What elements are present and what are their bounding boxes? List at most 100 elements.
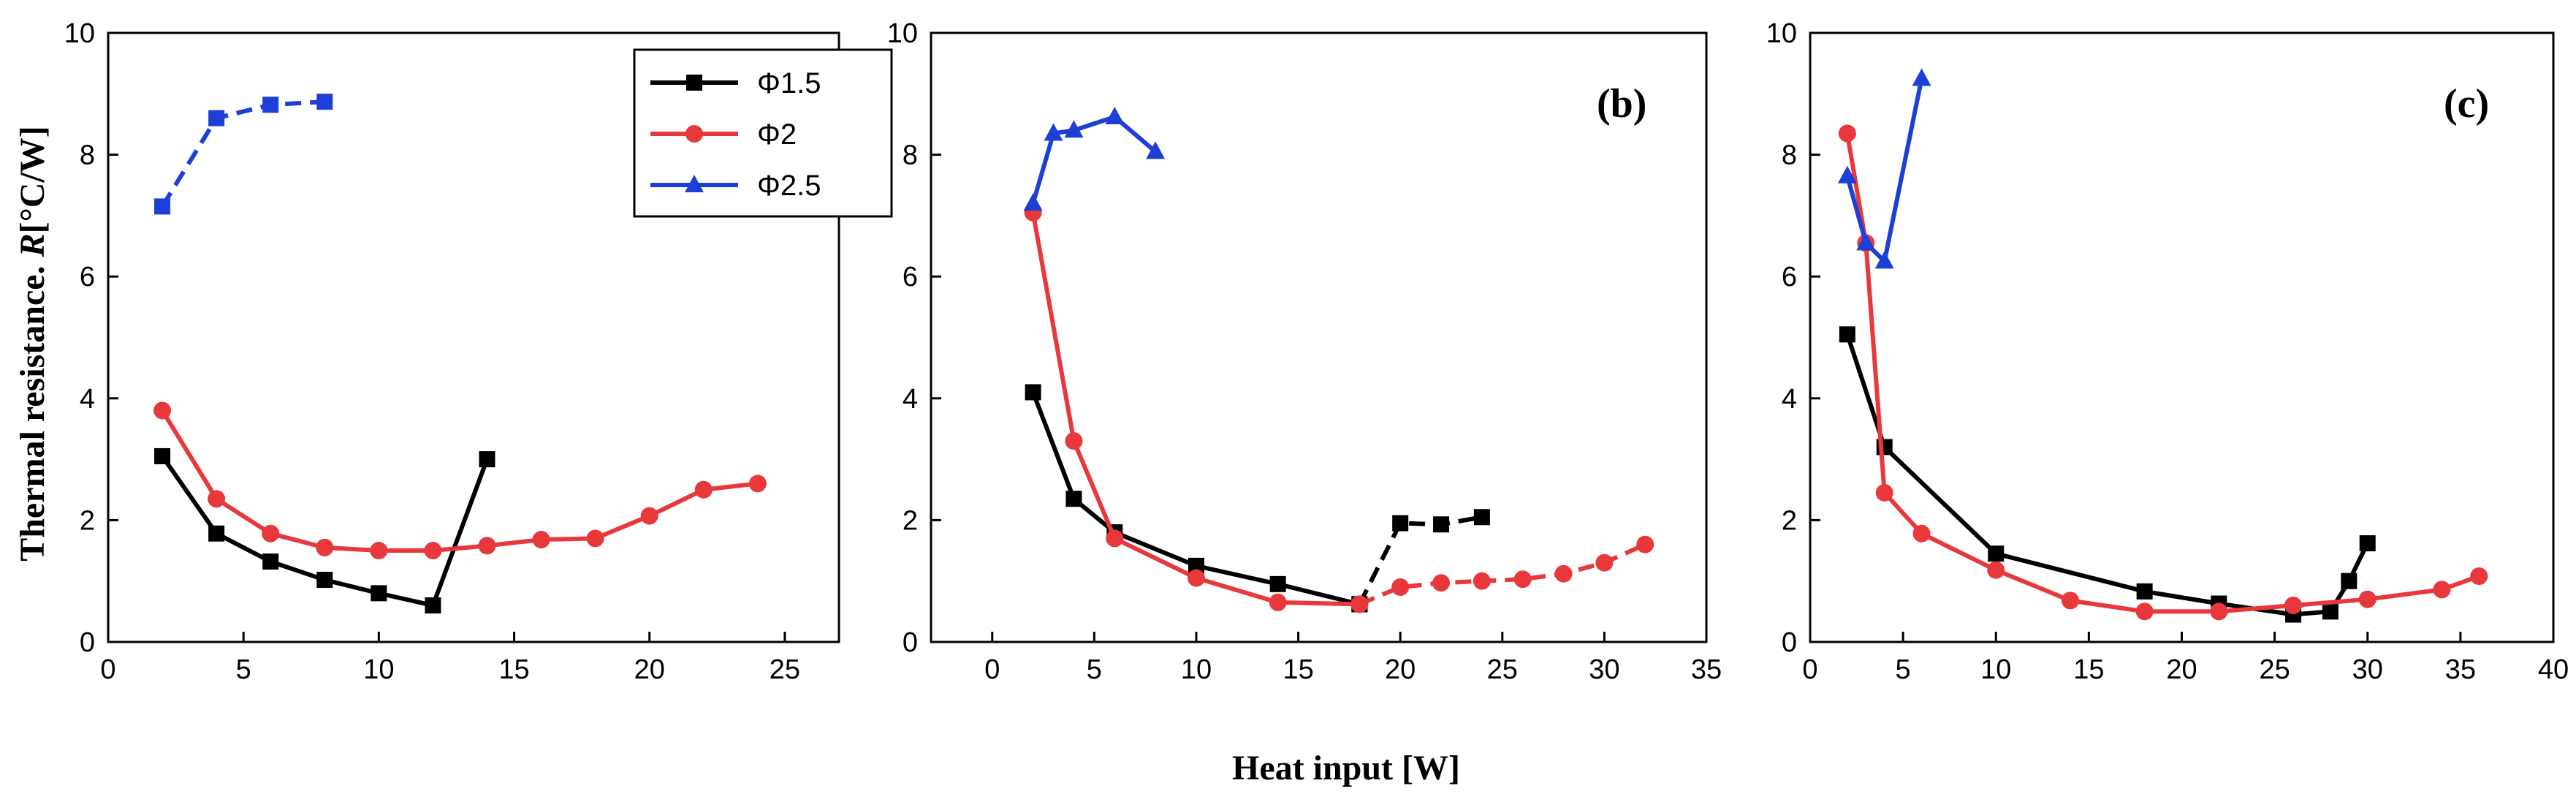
data-point-s2	[586, 529, 604, 548]
data-point-s2	[2210, 602, 2228, 621]
data-point-s2	[1987, 561, 2005, 579]
data-point-s2	[1912, 524, 1931, 543]
panel-1: 0 5 10 15 20 25 30 35 0 2 4 6 8 10 (b)	[887, 18, 1722, 685]
data-point-s2	[1391, 578, 1410, 597]
panels: 05101520250246810(a)05101520253035024681…	[64, 18, 2569, 685]
x-tick-label: 20	[1385, 654, 1416, 685]
data-point-s2	[532, 531, 550, 549]
data-point-s2	[370, 542, 388, 560]
series-line-s2	[1030, 212, 1360, 607]
data-point-s15	[316, 572, 333, 589]
x-tick-label: 0	[100, 654, 115, 685]
legend-marker-s25	[685, 175, 704, 192]
data-point-s2	[694, 480, 713, 499]
x-tick-label: 10	[1980, 654, 2011, 685]
x-tick-label: 5	[1087, 654, 1102, 685]
y-tick-label: 2	[1782, 505, 1797, 536]
data-point-s15	[208, 525, 225, 542]
x-tick-label: 0	[984, 654, 1000, 685]
data-point-s2	[1269, 593, 1287, 611]
y-tick-label: 4	[1782, 384, 1797, 415]
x-tick-label: 10	[1181, 654, 1212, 685]
plot-frame	[1809, 31, 2555, 643]
data-point-s2	[1595, 553, 1614, 572]
data-point-s2	[1432, 574, 1451, 592]
x-tick-label: 5	[236, 654, 251, 685]
series-line-s25	[1844, 78, 1924, 264]
data-point-s25	[1044, 123, 1063, 141]
legend-marker-s15	[686, 75, 702, 91]
data-point-s15	[262, 553, 279, 570]
data-point-s15	[371, 585, 387, 602]
data-point-s2	[2470, 567, 2488, 586]
data-point-s2	[262, 524, 280, 543]
data-point-s2	[1838, 124, 1856, 143]
x-tick-label: 20	[634, 654, 665, 685]
x-tick-label: 30	[2352, 654, 2383, 685]
data-point-s25	[1912, 68, 1931, 86]
y-tick-label: 10	[64, 18, 95, 49]
series-s2	[153, 401, 767, 560]
y-tick-label: 4	[903, 384, 918, 415]
y-tick-label: 8	[903, 140, 918, 171]
data-point-s2	[2135, 602, 2154, 621]
data-point-s15	[1988, 545, 2005, 562]
legend-label-s25: Φ2.5	[757, 170, 821, 202]
data-point-s2	[2061, 592, 2079, 610]
data-point-s15	[425, 597, 441, 614]
series-s15	[1839, 326, 2376, 623]
data-point-s15	[1065, 491, 1082, 507]
x-tick-label: 15	[1283, 654, 1313, 685]
y-tick-label: 8	[1782, 140, 1797, 171]
data-point-s25	[154, 198, 171, 215]
data-point-s15	[2341, 572, 2357, 589]
panel-label: (c)	[2444, 81, 2489, 126]
data-point-s2	[208, 490, 226, 508]
series-line-s15	[1357, 515, 1483, 605]
data-point-s15	[154, 447, 171, 464]
data-point-s2	[2358, 590, 2376, 608]
series-s2	[1350, 535, 1654, 613]
x-tick-label: 25	[2259, 654, 2290, 685]
y-tick-label: 10	[887, 18, 918, 49]
y-tick-label: 0	[80, 627, 95, 658]
data-point-s25	[1146, 141, 1166, 159]
series-s25	[1837, 68, 1931, 269]
data-point-s15	[1269, 575, 1286, 592]
data-point-s2	[1065, 432, 1083, 450]
data-point-s2	[424, 542, 442, 560]
data-point-s15	[1188, 557, 1204, 574]
y-tick-label: 6	[1782, 262, 1797, 292]
data-point-s25	[1064, 120, 1084, 138]
data-point-s2	[1473, 572, 1491, 590]
panel-2: 0 5 10 15 20 25 30 35 40 0 2 4 6 8 10 (c)	[1766, 18, 2569, 685]
x-tick-label: 35	[1691, 654, 1722, 685]
series-line-s2	[160, 409, 759, 553]
plot-frame	[930, 31, 1708, 643]
data-point-s15	[2322, 603, 2338, 620]
x-axis-title: Heat input [W]	[1232, 749, 1460, 787]
data-point-s15	[1433, 516, 1450, 533]
x-tick-label: 35	[2445, 654, 2476, 685]
x-tick-label: 10	[363, 654, 394, 685]
series-s2	[1024, 203, 1369, 613]
y-tick-label: 0	[1782, 627, 1797, 658]
series-line-s15	[1845, 333, 2370, 617]
y-tick-label: 6	[80, 262, 95, 292]
data-point-s25	[1837, 165, 1857, 184]
data-point-s15	[1392, 515, 1409, 532]
x-tick-label: 15	[2073, 654, 2104, 685]
x-tick-label: 5	[1896, 654, 1911, 685]
x-tick-label: 30	[1589, 654, 1619, 685]
data-point-s2	[1106, 529, 1124, 548]
data-point-s2	[153, 401, 172, 420]
data-point-s25	[1105, 106, 1125, 124]
data-point-s25	[1874, 251, 1894, 269]
data-point-s25	[1023, 193, 1043, 211]
x-tick-label: 0	[1802, 654, 1817, 685]
y-tick-label: 2	[903, 505, 918, 536]
series-s25	[1023, 106, 1166, 211]
x-tick-label: 15	[498, 654, 529, 685]
y-tick-label: 8	[80, 140, 95, 171]
